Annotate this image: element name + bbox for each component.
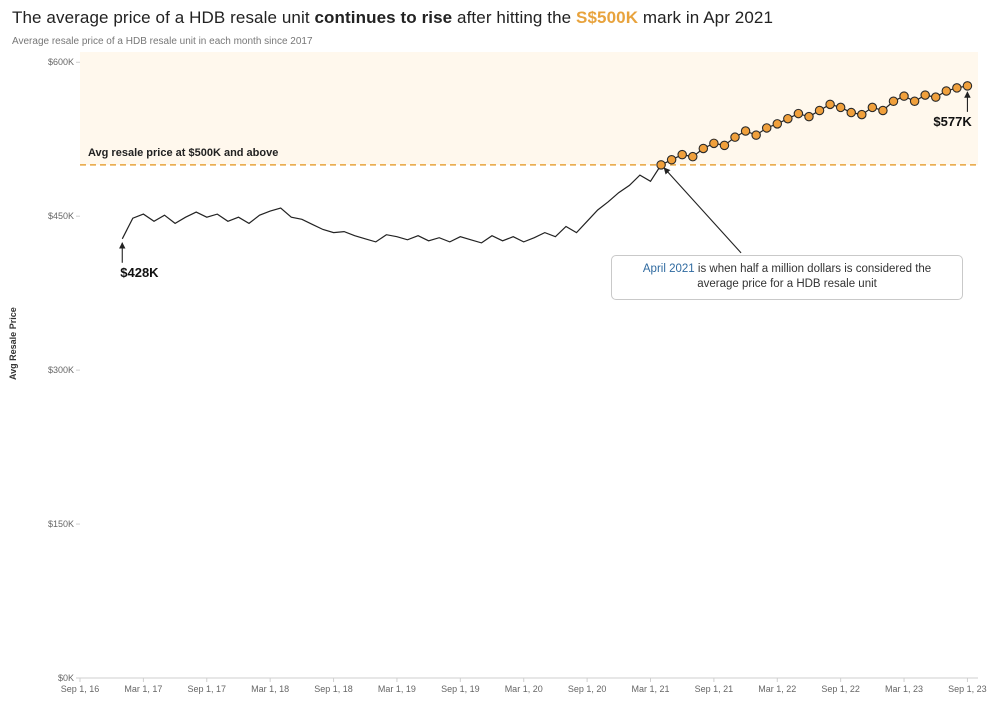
y-tick-label: $300K <box>34 365 74 375</box>
title-bold: continues to rise <box>315 8 453 27</box>
y-axis-title: Avg Resale Price <box>8 307 18 380</box>
y-tick-label: $0K <box>34 673 74 683</box>
annotation-highlight: April 2021 <box>643 263 695 275</box>
x-tick-label: Sep 1, 22 <box>821 684 860 694</box>
x-tick-label: Sep 1, 18 <box>314 684 353 694</box>
y-tick-label: $150K <box>34 519 74 529</box>
annotation-rest: is when half a million dollars is consid… <box>695 263 932 291</box>
x-tick-label: Sep 1, 16 <box>61 684 100 694</box>
first-point-label: $428K <box>120 265 158 280</box>
x-tick-label: Sep 1, 21 <box>695 684 734 694</box>
mid-annotation: April 2021 is when half a million dollar… <box>611 255 963 300</box>
title-accent: S$500K <box>576 8 638 27</box>
line-chart: $0K$150K$300K$450K$600KSep 1, 16Mar 1, 1… <box>50 52 990 692</box>
x-tick-label: Sep 1, 17 <box>188 684 227 694</box>
title-post: mark in Apr 2021 <box>638 8 773 27</box>
x-tick-label: Mar 1, 23 <box>885 684 923 694</box>
chart-subtitle: Average resale price of a HDB resale uni… <box>12 36 313 47</box>
title-pre: The average price of a HDB resale unit <box>12 8 315 27</box>
x-tick-label: Sep 1, 20 <box>568 684 607 694</box>
x-tick-label: Mar 1, 21 <box>631 684 669 694</box>
title-mid: after hitting the <box>452 8 576 27</box>
x-tick-label: Sep 1, 23 <box>948 684 987 694</box>
x-tick-label: Sep 1, 19 <box>441 684 480 694</box>
y-tick-label: $600K <box>34 57 74 67</box>
x-tick-label: Mar 1, 22 <box>758 684 796 694</box>
y-tick-label: $450K <box>34 211 74 221</box>
x-tick-label: Mar 1, 17 <box>124 684 162 694</box>
x-tick-label: Mar 1, 18 <box>251 684 289 694</box>
chart-title: The average price of a HDB resale unit c… <box>12 8 773 28</box>
x-tick-label: Mar 1, 20 <box>505 684 543 694</box>
reference-line-label: Avg resale price at $500K and above <box>88 147 278 159</box>
x-tick-label: Mar 1, 19 <box>378 684 416 694</box>
last-point-label: $577K <box>933 114 971 129</box>
page: The average price of a HDB resale unit c… <box>0 0 1000 711</box>
